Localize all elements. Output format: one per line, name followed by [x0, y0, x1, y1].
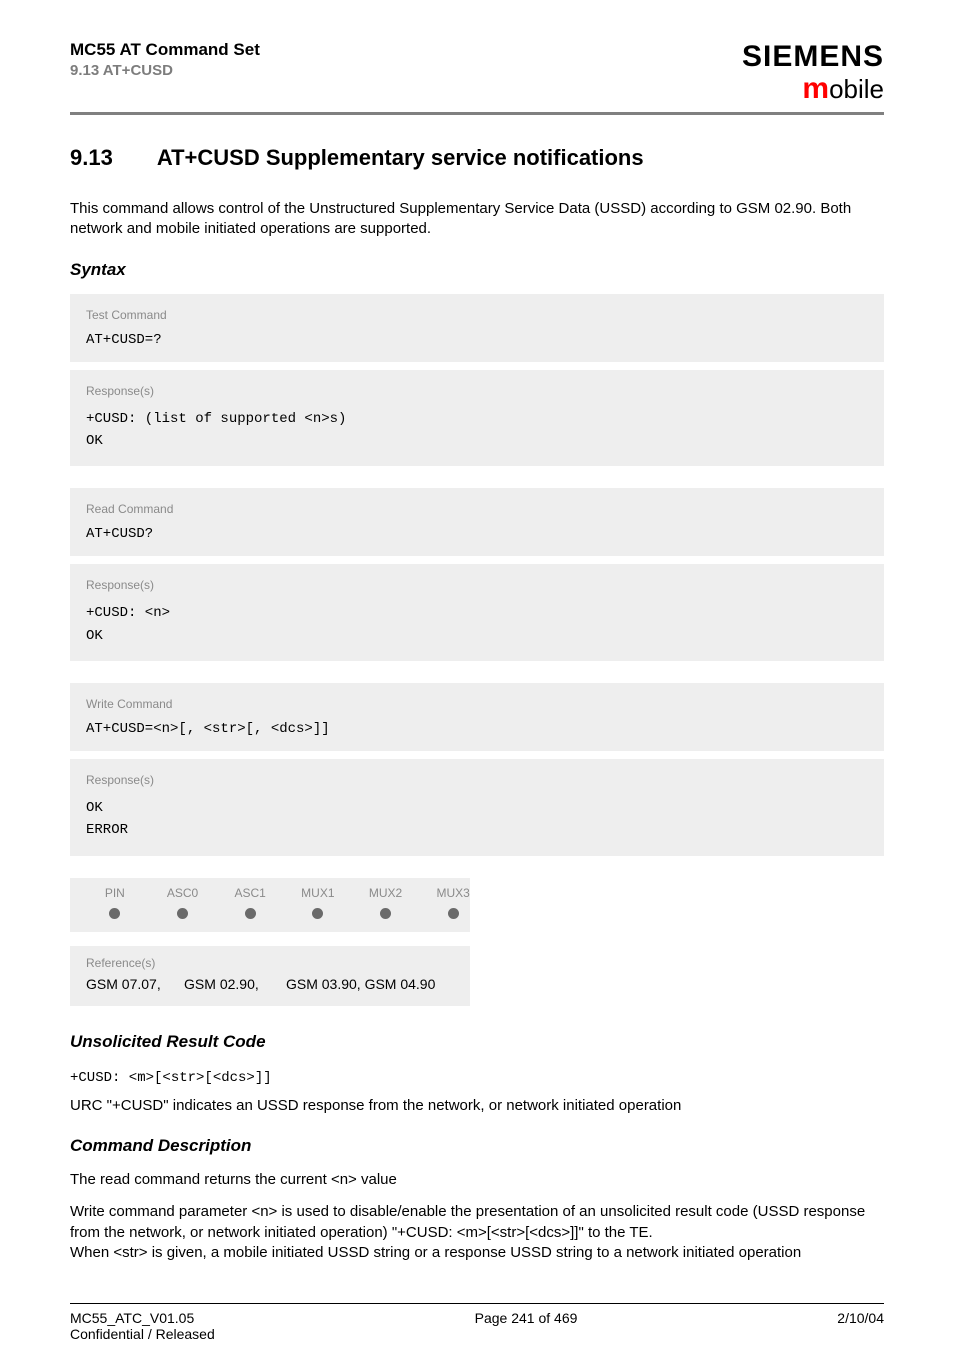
read-resp-body: +CUSD: <n> OK: [86, 602, 868, 647]
test-resp-l1: +CUSD: (list of supported <n>s): [86, 408, 868, 430]
req-col-mux1: MUX1: [301, 886, 335, 900]
test-resp-label: Response(s): [86, 384, 868, 398]
req-value-row: [70, 902, 470, 926]
cmd-desc-l1: The read command returns the current <n>…: [70, 1170, 884, 1190]
write-resp-l2: ERROR: [86, 819, 868, 841]
footer-left: MC55_ATC_V01.05 Confidential / Released: [70, 1310, 215, 1342]
brand-sub-logo: mobile: [742, 72, 884, 106]
syntax-heading: Syntax: [70, 260, 884, 280]
page-footer: MC55_ATC_V01.05 Confidential / Released …: [70, 1304, 884, 1342]
read-resp-label: Response(s): [86, 578, 868, 592]
req-dot-pin: [98, 906, 132, 924]
header-right: SIEMENS mobile: [742, 40, 884, 106]
dot-icon: [109, 908, 120, 919]
req-col-asc1: ASC1: [233, 886, 267, 900]
page: MC55 AT Command Set 9.13 AT+CUSD SIEMENS…: [0, 0, 954, 1372]
page-header: MC55 AT Command Set 9.13 AT+CUSD SIEMENS…: [70, 40, 884, 106]
write-response-block: Response(s) OK ERROR: [70, 759, 884, 856]
write-resp-l1: OK: [86, 797, 868, 819]
test-resp-l2: OK: [86, 430, 868, 452]
test-command: AT+CUSD=?: [86, 332, 868, 348]
brand-m: m: [802, 72, 829, 105]
test-response-block: Response(s) +CUSD: (list of supported <n…: [70, 370, 884, 467]
read-command-block: Read Command AT+CUSD?: [70, 488, 884, 556]
read-response-block: Response(s) +CUSD: <n> OK: [70, 564, 884, 661]
write-resp-label: Response(s): [86, 773, 868, 787]
read-label: Read Command: [86, 502, 868, 516]
references-block: Reference(s) GSM 07.07, GSM 02.90, GSM 0…: [70, 946, 470, 1006]
write-label: Write Command: [86, 697, 868, 711]
header-left: MC55 AT Command Set 9.13 AT+CUSD: [70, 40, 260, 79]
read-resp-l2: OK: [86, 625, 868, 647]
brand-logo: SIEMENS: [742, 40, 884, 74]
doc-subtitle: 9.13 AT+CUSD: [70, 62, 260, 79]
test-command-block: Test Command AT+CUSD=?: [70, 294, 884, 362]
read-command: AT+CUSD?: [86, 526, 868, 542]
req-dot-mux2: [369, 906, 403, 924]
cmd-desc-l2: Write command parameter <n> is used to d…: [70, 1202, 884, 1243]
ref-label: Reference(s): [86, 956, 454, 970]
section-number: 9.13: [70, 145, 113, 171]
dot-icon: [177, 908, 188, 919]
brand-rest: obile: [829, 74, 884, 104]
section-title: AT+CUSD Supplementary service notificati…: [157, 145, 644, 170]
req-col-asc0: ASC0: [166, 886, 200, 900]
dot-icon: [312, 908, 323, 919]
ref-text: GSM 07.07, GSM 02.90, GSM 03.90, GSM 04.…: [86, 976, 454, 992]
footer-doc-id: MC55_ATC_V01.05: [70, 1310, 215, 1326]
req-header-row: PIN ASC0 ASC1 MUX1 MUX2 MUX3: [70, 882, 470, 902]
footer-classification: Confidential / Released: [70, 1326, 215, 1342]
urc-heading: Unsolicited Result Code: [70, 1032, 884, 1052]
req-col-mux3: MUX3: [436, 886, 470, 900]
test-label: Test Command: [86, 308, 868, 322]
section-heading: 9.13 AT+CUSD Supplementary service notifi…: [70, 145, 884, 171]
write-resp-body: OK ERROR: [86, 797, 868, 842]
dot-icon: [245, 908, 256, 919]
urc-code: +CUSD: <m>[<str>[<dcs>]]: [70, 1070, 884, 1086]
req-dot-asc0: [166, 906, 200, 924]
req-col-pin: PIN: [98, 886, 132, 900]
footer-page: Page 241 of 469: [475, 1310, 578, 1342]
write-command: AT+CUSD=<n>[, <str>[, <dcs>]]: [86, 721, 868, 737]
doc-title: MC55 AT Command Set: [70, 40, 260, 60]
req-dot-asc1: [233, 906, 267, 924]
footer-date: 2/10/04: [837, 1310, 884, 1342]
cmd-desc-l3: When <str> is given, a mobile initiated …: [70, 1243, 884, 1263]
read-resp-l1: +CUSD: <n>: [86, 602, 868, 624]
requirements-block: PIN ASC0 ASC1 MUX1 MUX2 MUX3: [70, 878, 470, 932]
dot-icon: [380, 908, 391, 919]
req-dot-mux3: [436, 906, 470, 924]
header-divider: [70, 112, 884, 115]
dot-icon: [448, 908, 459, 919]
cmd-desc-heading: Command Description: [70, 1136, 884, 1156]
write-command-block: Write Command AT+CUSD=<n>[, <str>[, <dcs…: [70, 683, 884, 751]
req-dot-mux1: [301, 906, 335, 924]
req-col-mux2: MUX2: [369, 886, 403, 900]
urc-description: URC "+CUSD" indicates an USSD response f…: [70, 1096, 884, 1116]
intro-text: This command allows control of the Unstr…: [70, 199, 884, 240]
test-resp-body: +CUSD: (list of supported <n>s) OK: [86, 408, 868, 453]
